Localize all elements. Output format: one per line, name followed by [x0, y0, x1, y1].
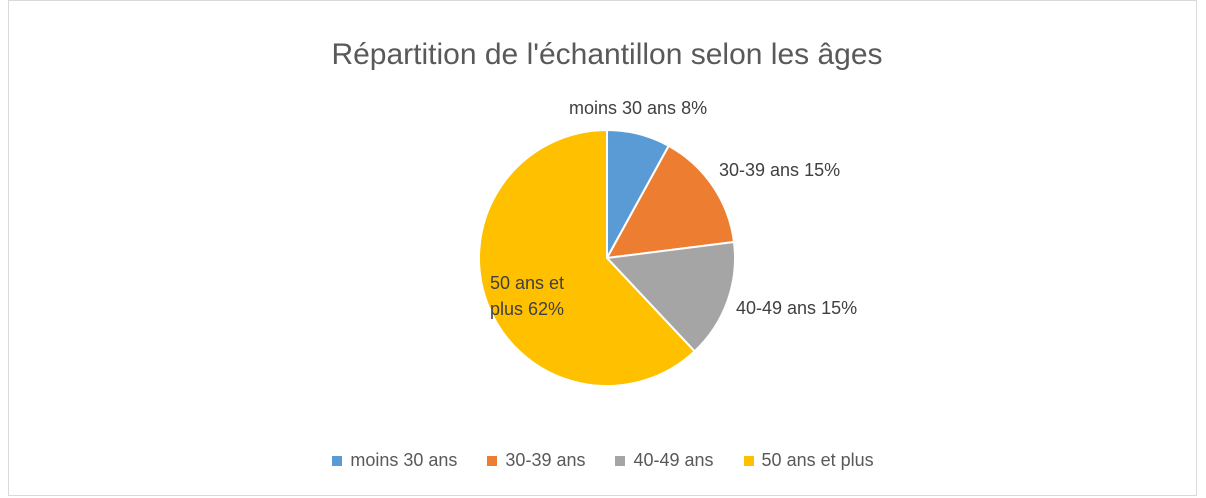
legend-item: 30-39 ans: [487, 450, 585, 471]
pie-slice: [605, 144, 736, 260]
chart-frame: [8, 0, 1197, 496]
legend-label: 50 ans et plus: [761, 450, 874, 470]
legend-swatch: [332, 455, 343, 466]
label-value: 15%: [821, 298, 858, 318]
data-label: moins 30 ans 8%: [569, 95, 707, 121]
legend-label: 40-49 ans: [633, 450, 714, 470]
data-label: 50 ans et plus 62%: [479, 270, 575, 322]
chart-title: Répartition de l'échantillon selon les â…: [331, 38, 882, 71]
label-value: 8%: [681, 98, 708, 118]
data-label: 40-49 ans 15%: [736, 295, 857, 321]
legend: moins 30 ans 30-39 ans 40-49 ans 50 ans et …: [0, 450, 1206, 471]
legend-item: 40-49 ans: [615, 450, 714, 471]
legend-swatch: [615, 455, 626, 466]
pie-slice: [604, 240, 736, 353]
legend-label: 30-39 ans: [505, 450, 586, 470]
label-value: 62%: [528, 299, 565, 319]
legend-label: moins 30 ans: [350, 450, 458, 470]
legend-item: moins 30 ans: [332, 450, 457, 471]
legend-swatch: [743, 455, 754, 466]
label-category: 40-49 ans: [736, 298, 817, 318]
label-category: 50 ans et plus: [489, 273, 565, 319]
label-value: 15%: [804, 160, 841, 180]
label-category: 30-39 ans: [719, 160, 800, 180]
legend-item: 50 ans et plus: [743, 450, 874, 471]
legend-swatch: [487, 455, 498, 466]
pie-slice: [478, 128, 697, 387]
data-label: 30-39 ans 15%: [719, 157, 840, 183]
label-category: moins 30 ans: [569, 98, 677, 118]
